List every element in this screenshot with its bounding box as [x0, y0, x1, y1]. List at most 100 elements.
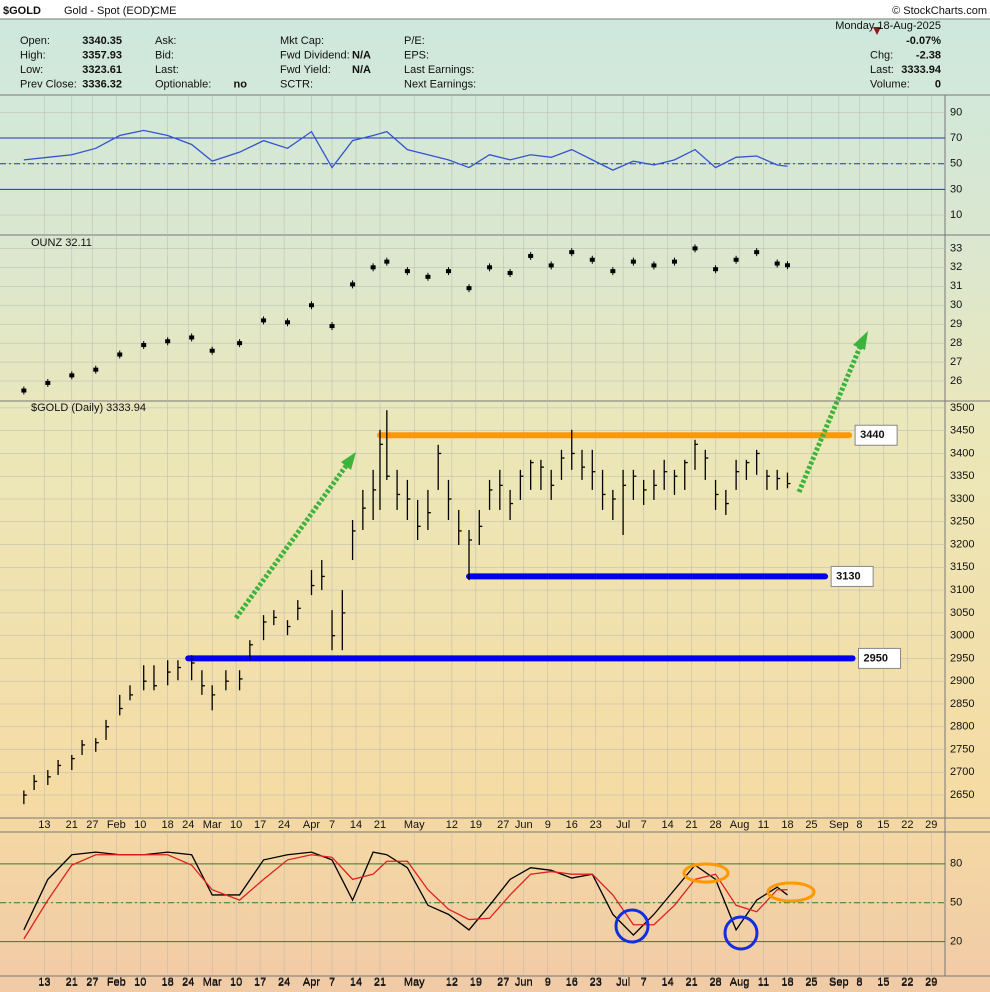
quote-label: Open: [20, 35, 50, 47]
y-tick-label: 26 [950, 375, 962, 387]
x-tick-label: 27 [497, 819, 509, 831]
x-tick-label: 13 [38, 976, 50, 988]
x-tick-label: 14 [350, 976, 362, 988]
summary-value: 0 [935, 78, 941, 90]
x-tick-label: 15 [877, 977, 889, 989]
x-tick-label: 24 [278, 976, 290, 988]
quote-value: no [234, 78, 248, 90]
x-tick-label: 15 [877, 819, 889, 831]
quote-label: Prev Close: [20, 78, 77, 90]
candle-body [21, 388, 27, 393]
x-tick-label: 18 [162, 977, 174, 989]
y-tick-label: 31 [950, 280, 962, 292]
credit: © StockCharts.com [892, 5, 987, 17]
x-tick-label: 24 [182, 976, 194, 988]
y-tick-label: 27 [950, 356, 962, 368]
x-tick-label: 18 [781, 977, 793, 989]
quote-label: Low: [20, 64, 43, 76]
y-tick-label: 3000 [950, 630, 974, 642]
x-tick-label: Apr [303, 977, 320, 989]
y-tick-label: 20 [950, 935, 962, 947]
exchange: CME [152, 5, 176, 17]
level-label: 2950 [864, 652, 888, 664]
x-tick-label: Jul [616, 976, 630, 988]
y-tick-label: 3150 [950, 561, 974, 573]
x-tick-label: 29 [925, 976, 937, 988]
candle-body [754, 250, 760, 255]
candle-body [548, 263, 554, 268]
x-tick-label: Mar [203, 976, 222, 988]
candle-body [528, 253, 534, 258]
y-tick-label: 3200 [950, 538, 974, 550]
candle-body [329, 324, 335, 329]
x-tick-label: Mar [203, 819, 222, 831]
x-tick-label: 14 [662, 977, 674, 989]
candle-body [350, 282, 356, 287]
x-tick-label: 18 [162, 819, 174, 831]
quote-label: Fwd Dividend: [280, 49, 350, 61]
summary-value: 3333.94 [901, 64, 942, 76]
change-percent: -0.07% [906, 35, 941, 47]
level-label: 3440 [860, 429, 884, 441]
symbol: $GOLD [3, 5, 41, 17]
trend-arrows [233, 331, 868, 620]
level-label-box [854, 424, 898, 446]
quote-value: 3357.93 [82, 49, 122, 61]
y-tick-label: 50 [950, 897, 962, 909]
x-tick-label: 23 [590, 977, 602, 989]
title-bar [0, 0, 990, 19]
candle-body [692, 246, 698, 251]
candle-body [630, 259, 636, 264]
x-tick-label: 7 [641, 976, 647, 988]
y-tick-label: 3350 [950, 470, 974, 482]
x-tick-label: 19 [470, 977, 482, 989]
x-tick-label: 18 [162, 976, 174, 988]
series-line [23, 854, 788, 940]
x-tick-label: 27 [497, 976, 509, 988]
x-tick-label: 11 [758, 976, 769, 988]
quote-label: Optionable: [155, 78, 211, 90]
summary-label: Chg: [870, 49, 893, 61]
candle-body [774, 261, 780, 266]
x-tick-label: Feb [107, 819, 126, 831]
x-tick-label: 10 [134, 976, 146, 988]
x-tick-label: Feb [107, 976, 126, 988]
x-tick-label: 15 [877, 976, 889, 988]
candle-body [404, 269, 410, 274]
y-tick-label: 3050 [950, 607, 974, 619]
candle-body [117, 352, 123, 357]
x-tick-label: 9 [545, 819, 551, 831]
x-tick-label: 8 [856, 977, 862, 989]
quote-label: Mkt Cap: [280, 35, 324, 47]
x-tick-label: 27 [86, 819, 98, 831]
x-tick-label: Aug [730, 976, 750, 988]
x-tick-label: 12 [446, 819, 458, 831]
x-tick-label: 29 [925, 819, 937, 831]
x-tick-label: 24 [182, 819, 194, 831]
level-label-box [858, 647, 902, 669]
x-tick-label: 27 [86, 976, 98, 988]
candle-body [671, 259, 677, 264]
x-tick-label: 7 [641, 819, 647, 831]
panel-frame [0, 18, 990, 977]
candle-body [651, 263, 657, 268]
quote-label: Fwd Yield: [280, 64, 331, 76]
candle-body [733, 257, 739, 262]
x-tick-label: 24 [182, 977, 194, 989]
y-tick-label: 3100 [950, 584, 974, 596]
x-tick-label: 21 [374, 976, 386, 988]
x-tick-label: Jul [616, 977, 630, 989]
candle-body [189, 335, 195, 340]
x-tick-label: 8 [856, 819, 862, 831]
candle-body [69, 373, 75, 378]
x-tick-label: 21 [685, 819, 697, 831]
x-tick-label: 23 [590, 976, 602, 988]
x-tick-label: 7 [329, 977, 335, 989]
down-arrow-icon [873, 27, 881, 35]
quote-label: SCTR: [280, 78, 313, 90]
x-tick-label: 19 [470, 976, 482, 988]
candle-body [384, 259, 390, 264]
quote-label: P/E: [404, 35, 425, 47]
series-line [23, 851, 788, 937]
quote-label: Next Earnings: [404, 78, 476, 90]
